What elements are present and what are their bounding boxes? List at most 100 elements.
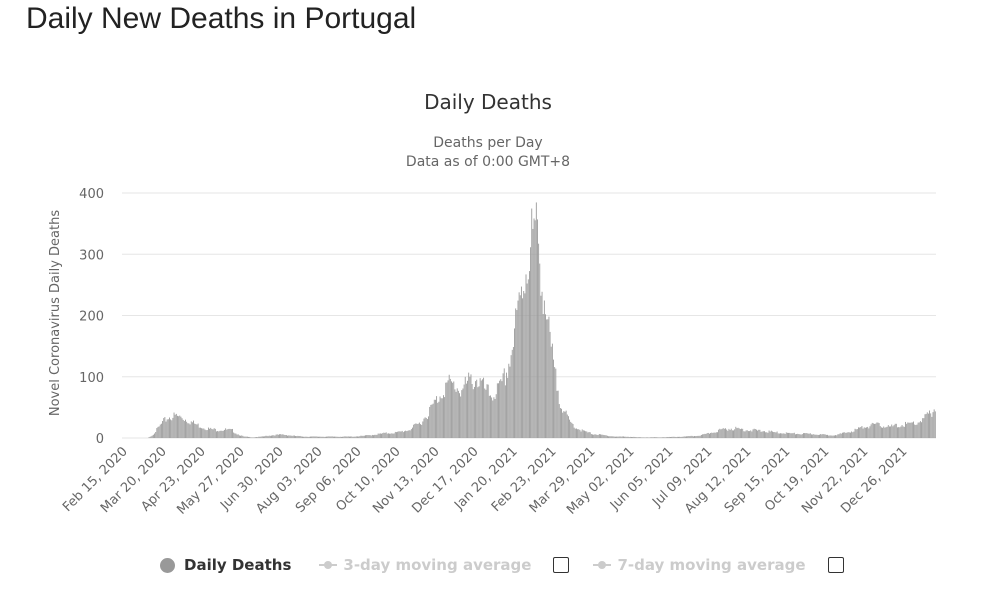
- bar: [682, 436, 684, 438]
- bar: [523, 291, 525, 438]
- bar: [753, 428, 755, 438]
- bar: [287, 435, 288, 438]
- bar: [148, 437, 150, 438]
- bar: [869, 426, 871, 438]
- y-tick-label: 100: [79, 371, 104, 386]
- bar: [264, 436, 266, 438]
- bar: [281, 434, 283, 438]
- bar: [770, 430, 772, 438]
- bar: [735, 426, 737, 438]
- bar: [614, 436, 616, 438]
- bar: [459, 393, 460, 438]
- bar: [913, 421, 914, 438]
- bar: [488, 395, 490, 438]
- bar: [900, 426, 902, 438]
- bar: [592, 434, 593, 438]
- legend-item-7-day-average[interactable]: 7-day moving average: [593, 556, 806, 574]
- bar: [258, 436, 260, 438]
- bar: [311, 436, 313, 438]
- bar: [529, 271, 530, 438]
- bar: [655, 437, 657, 438]
- bar: [570, 421, 572, 438]
- bar: [437, 402, 439, 438]
- bar: [171, 420, 173, 438]
- legend: Daily Deaths 3-day moving average 7-day …: [160, 553, 868, 577]
- legend-item-3-day-average[interactable]: 3-day moving average: [319, 556, 531, 574]
- bar: [756, 429, 757, 438]
- legend-label-7-day-average: 7-day moving average: [617, 556, 806, 574]
- bar: [675, 436, 677, 438]
- checkbox-3-day-average[interactable]: [553, 557, 570, 573]
- bar: [478, 386, 480, 438]
- bar: [822, 434, 824, 438]
- bar: [641, 437, 643, 438]
- bar: [382, 433, 384, 438]
- bar: [221, 430, 223, 438]
- bar: [862, 428, 864, 438]
- bar: [162, 421, 164, 438]
- bar: [320, 436, 322, 438]
- bar: [696, 435, 698, 438]
- bar: [237, 434, 239, 438]
- bar: [519, 295, 521, 438]
- bar: [594, 434, 596, 438]
- bar: [922, 418, 924, 438]
- bar: [188, 423, 190, 438]
- bar: [206, 430, 208, 438]
- bar: [565, 410, 567, 438]
- bar: [307, 436, 309, 438]
- bar: [610, 436, 612, 438]
- bar: [861, 426, 863, 438]
- bar: [728, 428, 730, 438]
- bar: [609, 436, 611, 438]
- bar: [305, 436, 307, 438]
- bar: [256, 437, 258, 438]
- bar: [500, 379, 502, 438]
- bar: [648, 437, 650, 438]
- bar: [416, 423, 418, 438]
- bar: [431, 404, 433, 438]
- bar: [400, 431, 402, 438]
- checkbox-7-day-average[interactable]: [827, 557, 844, 573]
- bar: [875, 423, 877, 438]
- bar: [249, 436, 251, 438]
- bar: [840, 433, 842, 438]
- bar: [510, 355, 512, 438]
- bar: [457, 390, 459, 438]
- bar: [299, 435, 301, 438]
- bar: [639, 437, 640, 438]
- bar: [752, 429, 754, 438]
- bar: [921, 422, 922, 438]
- bar: [186, 421, 188, 438]
- bar: [797, 433, 799, 438]
- bar: [905, 421, 906, 438]
- bar: [434, 399, 436, 438]
- bar: [606, 435, 608, 438]
- bar: [515, 308, 517, 438]
- bar: [821, 434, 823, 438]
- bar: [542, 314, 544, 438]
- legend-item-daily-deaths[interactable]: Daily Deaths: [160, 556, 291, 574]
- bar: [772, 431, 773, 438]
- bar: [733, 430, 734, 438]
- bar: [719, 428, 721, 438]
- legend-marker-daily-deaths: [160, 557, 175, 573]
- bar: [353, 436, 355, 438]
- bar: [440, 398, 442, 438]
- bar: [477, 387, 479, 438]
- bar: [690, 435, 692, 438]
- bar: [504, 385, 506, 438]
- bar: [585, 431, 587, 438]
- bar: [827, 434, 828, 438]
- bar: [751, 431, 753, 438]
- bar: [282, 434, 284, 438]
- bar: [551, 343, 553, 438]
- y-tick-label: 200: [79, 310, 104, 325]
- bar: [426, 419, 428, 438]
- bar: [507, 377, 509, 438]
- bar: [573, 427, 575, 438]
- bar: [493, 397, 495, 438]
- bar: [197, 423, 199, 438]
- bar: [494, 398, 496, 438]
- bar: [924, 414, 926, 438]
